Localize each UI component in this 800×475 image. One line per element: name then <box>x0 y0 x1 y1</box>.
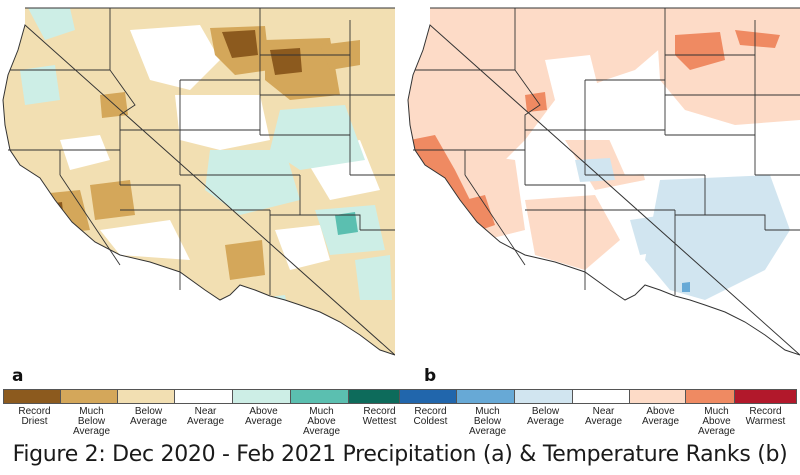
legend-label: Above Average <box>244 406 283 427</box>
legend-temp-much-below: Much Below Average <box>455 389 520 437</box>
legend-swatch <box>514 389 577 404</box>
legend-temp-record-coldest: Record Coldest <box>398 389 463 427</box>
legend-precip-record-wettest: Record Wettest <box>347 389 412 427</box>
legend-label: Much Above Average <box>697 406 736 437</box>
legend-swatch <box>174 389 237 404</box>
legend-precip-below: Below Average <box>116 389 181 427</box>
temperature-map-graphic <box>407 7 800 356</box>
legend-swatch <box>456 389 519 404</box>
figure-caption: Figure 2: Dec 2020 - Feb 2021 Precipitat… <box>12 442 788 467</box>
legend-swatch <box>629 389 692 404</box>
legend-label: Near Average <box>186 406 225 427</box>
legend-temp-much-above: Much Above Average <box>684 389 749 437</box>
legend-precip-near: Near Average <box>173 389 238 427</box>
legend-label: Much Below Average <box>72 406 111 437</box>
legend-precip-above: Above Average <box>231 389 296 427</box>
legend-swatch <box>290 389 353 404</box>
legend-swatch <box>399 389 462 404</box>
legend-temp-above: Above Average <box>628 389 693 427</box>
legend-temp-below: Below Average <box>513 389 578 427</box>
legend-label: Below Average <box>129 406 168 427</box>
legend-swatch <box>117 389 180 404</box>
legend-label: Near Average <box>584 406 623 427</box>
legend-precip-much-above: Much Above Average <box>289 389 354 437</box>
legend-temp-near: Near Average <box>571 389 636 427</box>
legend-label: Below Average <box>526 406 565 427</box>
legend: Record Driest Much Below Average Below A… <box>0 389 800 439</box>
legend-label: Record Warmest <box>745 406 786 427</box>
panel-b-letter: b <box>424 366 437 386</box>
panel-a-letter: a <box>12 366 24 386</box>
precipitation-map <box>0 0 395 368</box>
legend-swatch <box>3 389 66 404</box>
legend-precip-much-below: Much Below Average <box>59 389 124 437</box>
legend-temp-record-warmest: Record Warmest <box>733 389 798 427</box>
legend-swatch <box>734 389 797 404</box>
legend-swatch <box>572 389 635 404</box>
legend-label: Much Below Average <box>468 406 507 437</box>
legend-label: Much Above Average <box>302 406 341 437</box>
legend-precip-record-driest: Record Driest <box>2 389 67 427</box>
legend-label: Above Average <box>641 406 680 427</box>
legend-label: Record Driest <box>18 406 51 427</box>
precipitation-map-graphic <box>2 7 395 356</box>
temperature-map <box>405 0 800 368</box>
legend-label: Record Coldest <box>413 406 448 427</box>
legend-label: Record Wettest <box>362 406 397 427</box>
legend-swatch <box>232 389 295 404</box>
legend-swatch <box>60 389 123 404</box>
